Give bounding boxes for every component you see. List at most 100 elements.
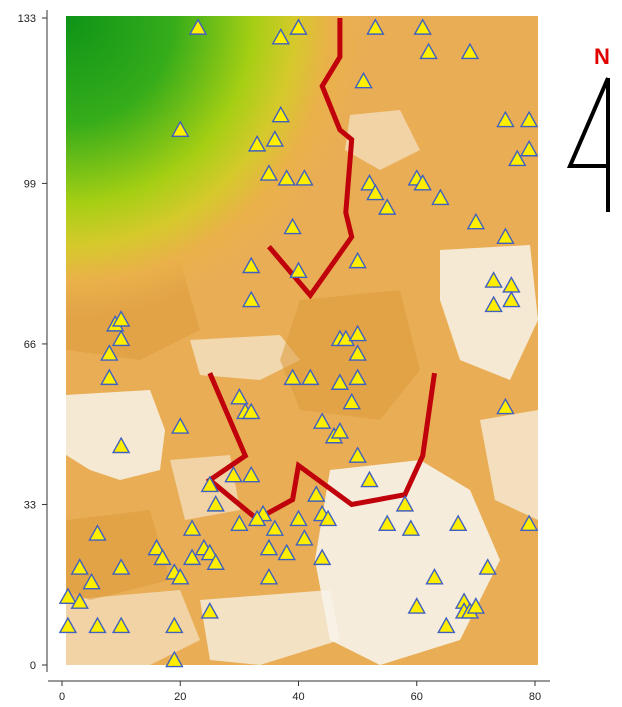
sample-marker: [348, 251, 367, 269]
sample-marker: [206, 495, 225, 512]
sample-marker: [348, 368, 367, 386]
x-tick-label: 20: [174, 691, 186, 703]
sample-marker: [182, 548, 202, 566]
sample-marker: [188, 18, 208, 35]
sample-marker: [484, 271, 503, 288]
sample-marker: [307, 485, 326, 502]
sample-marker: [466, 212, 486, 230]
sample-marker: [312, 548, 332, 566]
sample-marker: [283, 368, 302, 386]
sample-marker: [407, 597, 426, 614]
sample-marker: [265, 519, 285, 536]
sample-marker: [247, 135, 267, 152]
sample-marker: [519, 110, 539, 128]
sample-marker: [496, 110, 515, 128]
sample-marker: [147, 538, 166, 556]
sample-marker: [111, 329, 131, 347]
sample-marker: [448, 514, 468, 532]
sample-marker: [200, 602, 220, 619]
sample-marker: [301, 368, 320, 386]
sample-marker: [165, 616, 184, 634]
sample-marker: [206, 553, 225, 570]
sample-markers: [58, 18, 539, 668]
sample-marker: [259, 567, 279, 585]
sample-marker: [111, 558, 131, 575]
sample-marker: [395, 495, 415, 512]
sample-marker: [496, 397, 515, 415]
sample-marker: [230, 514, 249, 532]
sample-marker: [496, 227, 515, 245]
sample-marker: [247, 509, 267, 527]
sample-marker: [200, 543, 220, 561]
sample-marker: [171, 417, 190, 434]
sample-marker: [271, 28, 290, 45]
sample-marker: [259, 538, 279, 556]
sample-marker: [277, 169, 296, 186]
sample-marker: [377, 514, 397, 532]
sample-marker: [478, 558, 497, 575]
sample-marker: [242, 402, 261, 420]
sample-marker: [508, 149, 527, 167]
sample-marker: [312, 412, 332, 429]
sample-marker: [230, 388, 249, 405]
sample-marker: [519, 514, 539, 532]
sample-marker: [330, 373, 350, 390]
ridge-lines: [205, 18, 437, 523]
y-tick-label: 133: [18, 13, 36, 25]
sample-marker: [242, 465, 261, 483]
sample-marker: [342, 392, 361, 410]
upper-ridge-line: [266, 18, 355, 300]
north-arrow-icon: [566, 77, 610, 212]
sample-marker: [111, 436, 131, 454]
sample-marker: [58, 616, 78, 634]
sample-marker: [171, 120, 190, 137]
lower-ridge-line: [205, 372, 437, 523]
sample-marker: [519, 139, 539, 157]
sample-marker: [171, 567, 190, 585]
sample-marker: [259, 164, 279, 181]
sample-marker: [70, 592, 89, 609]
sample-marker: [265, 130, 285, 147]
y-tick-label: 33: [24, 499, 36, 511]
x-tick-label: 40: [292, 691, 304, 703]
y-tick-label: 66: [24, 339, 36, 351]
y-tick-label: 0: [30, 660, 36, 672]
sample-marker: [100, 368, 119, 386]
sample-marker: [277, 543, 296, 561]
x-tick-label: 60: [411, 691, 423, 703]
sample-marker: [377, 198, 397, 215]
sample-marker: [460, 42, 480, 60]
sample-marker: [289, 261, 308, 279]
sample-marker: [200, 475, 220, 493]
sample-marker: [366, 183, 385, 201]
sample-marker: [330, 422, 350, 439]
sample-marker: [224, 465, 243, 483]
sample-marker: [354, 71, 373, 89]
north-arrow: N: [566, 44, 610, 212]
sample-marker: [437, 616, 456, 634]
sample-marker: [318, 509, 338, 527]
y-axis: 0 33 66 99 133: [18, 10, 48, 672]
sample-marker: [348, 446, 367, 463]
sample-marker: [295, 169, 314, 186]
sample-marker: [348, 324, 367, 342]
sample-marker: [425, 567, 444, 585]
sample-marker: [242, 290, 261, 308]
sample-marker: [289, 509, 308, 527]
sample-marker: [153, 548, 172, 566]
sample-marker: [502, 290, 521, 308]
sample-marker: [360, 470, 379, 488]
sample-marker: [283, 217, 302, 235]
sample-marker: [58, 587, 78, 604]
sample-marker: [348, 344, 367, 361]
sample-marker: [88, 524, 107, 541]
sample-marker: [271, 105, 290, 123]
sample-marker: [88, 616, 107, 634]
sample-marker: [82, 572, 101, 590]
sample-marker: [111, 616, 131, 634]
sample-marker: [70, 558, 89, 575]
sample-marker: [336, 329, 355, 347]
sample-marker: [242, 256, 261, 274]
sample-marker: [413, 173, 432, 191]
